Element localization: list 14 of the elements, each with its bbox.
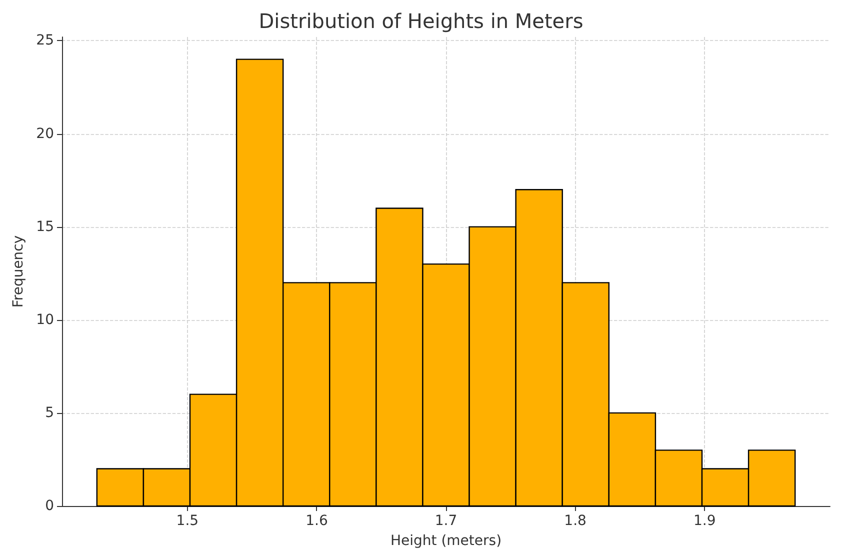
x-tick-label: 1.7 — [434, 513, 458, 529]
x-axis-title: Height (meters) — [390, 533, 502, 549]
chart-title: Distribution of Heights in Meters — [258, 9, 584, 33]
x-tick-label: 1.8 — [564, 513, 586, 529]
y-tick-label: 0 — [45, 498, 54, 514]
y-tick-label: 25 — [36, 32, 54, 49]
x-tick-label: 1.9 — [693, 513, 716, 529]
y-axis-title: Frequency — [10, 235, 26, 308]
y-tick-label: 5 — [45, 404, 54, 421]
x-tick-label: 1.5 — [176, 513, 199, 529]
y-tick-label: 15 — [36, 218, 54, 235]
y-tick-label: 20 — [36, 126, 54, 142]
x-tick-label: 1.6 — [306, 513, 328, 529]
y-tick-label: 10 — [36, 312, 54, 328]
